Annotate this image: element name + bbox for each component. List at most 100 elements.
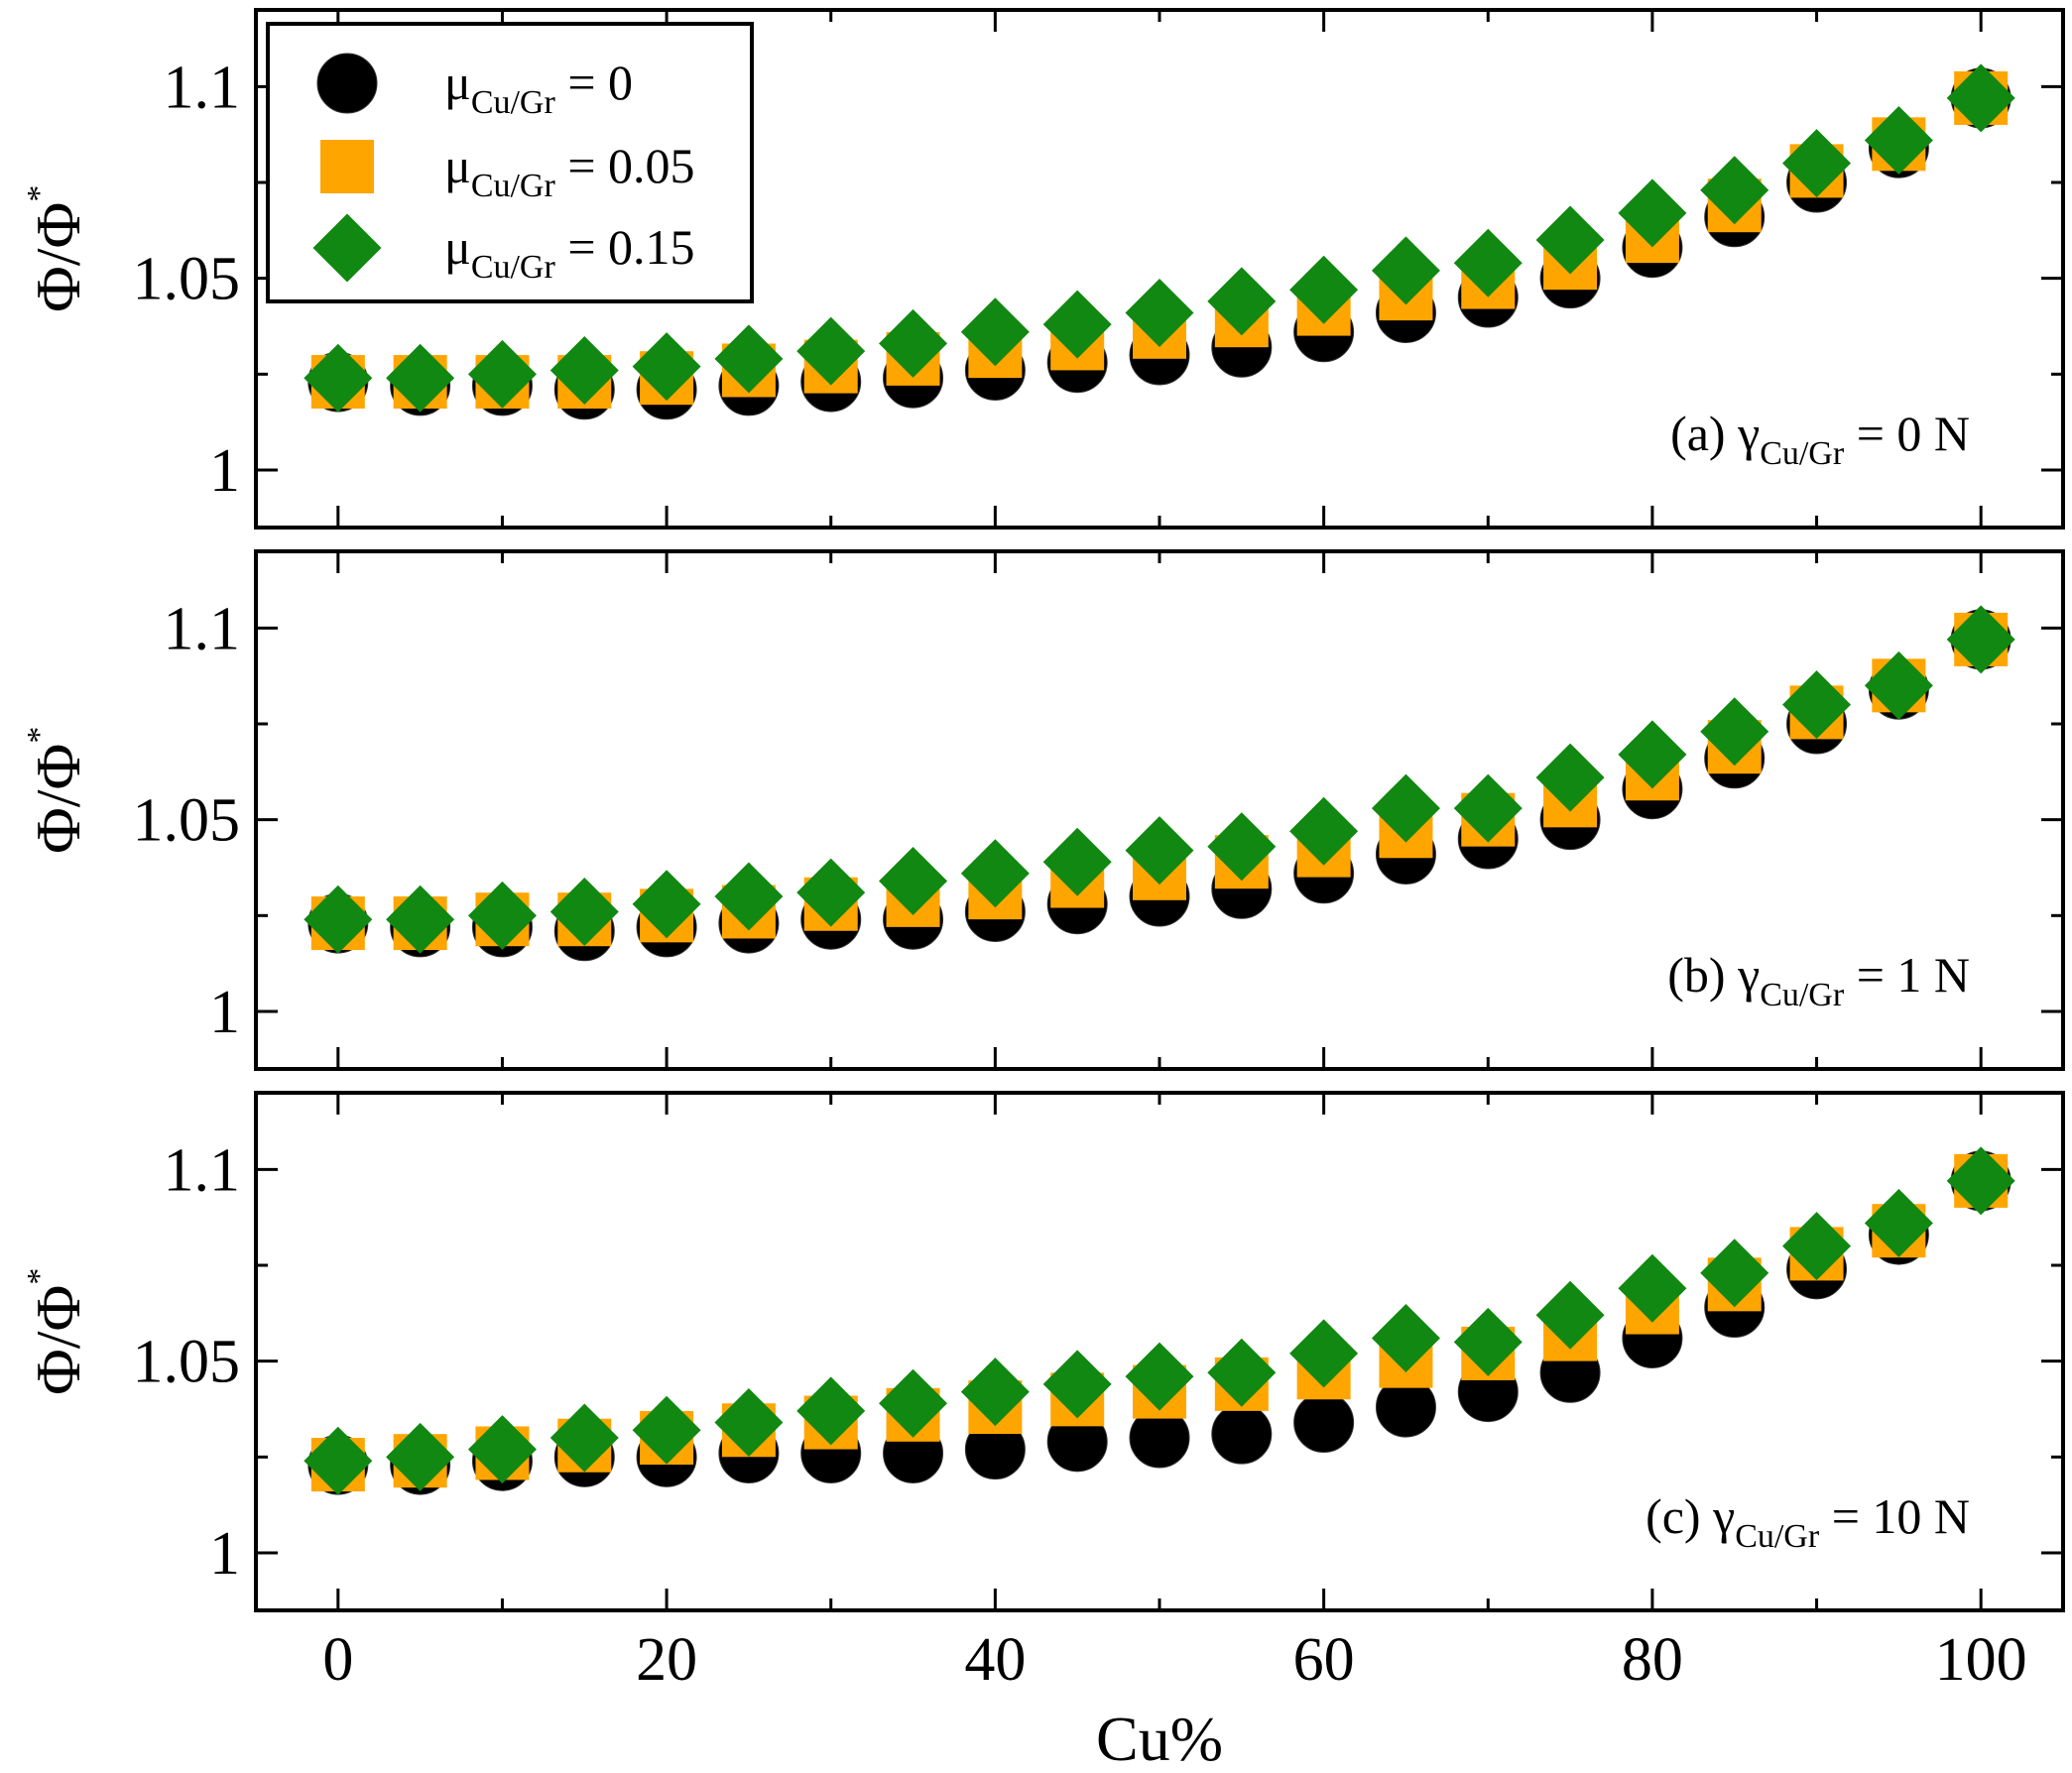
data-point (1864, 650, 1933, 720)
legend-label: μCu/Gr = 0 (444, 55, 633, 121)
annotation-rest: = 0 N (1844, 406, 1970, 461)
legend-item: μCu/Gr = 0.15 (312, 213, 695, 286)
data-point (960, 1358, 1030, 1427)
x-tick-label: 20 (636, 1626, 697, 1694)
data-point (1700, 156, 1769, 225)
data-point (1207, 812, 1277, 882)
y-axis-title-sup: * (21, 727, 58, 744)
data-point (879, 308, 948, 378)
y-tick-label: 1.05 (133, 246, 241, 313)
data-point (1864, 1188, 1933, 1257)
series-diamond (304, 63, 2015, 413)
data-point (1946, 1146, 2015, 1216)
annotation-rest: = 10 N (1819, 1488, 1970, 1544)
data-point (632, 870, 701, 939)
data-point (1946, 63, 2015, 133)
x-tick-label: 60 (1293, 1626, 1355, 1694)
data-point (714, 1388, 784, 1458)
y-tick-label: 1 (209, 979, 240, 1046)
y-axis-title-main: Φ/Φ (23, 202, 93, 312)
data-point (1207, 267, 1277, 336)
data-point (879, 847, 948, 916)
y-axis-title-main: Φ/Φ (23, 1285, 93, 1395)
data-point (386, 885, 455, 954)
annotation-prefix: (a) γ (1670, 406, 1760, 461)
annotation-sub: Cu/Gr (1760, 977, 1845, 1013)
y-tick-label: 1.05 (133, 787, 241, 855)
legend-label-main: μ (444, 55, 471, 110)
data-point (1535, 743, 1605, 812)
x-tick-label: 100 (1935, 1626, 2027, 1694)
data-point (1618, 720, 1687, 789)
data-point (386, 1422, 455, 1491)
annotation-prefix: (c) γ (1645, 1488, 1735, 1544)
data-point (1946, 605, 2015, 674)
panel-3: 1 1.05 1.1 Φ/Φ* (c) γCu/Gr = 10 N (21, 1091, 2065, 1612)
data-point (1289, 1319, 1359, 1388)
annotation-sub: Cu/Gr (1735, 1518, 1820, 1555)
data-point (1125, 1342, 1194, 1411)
panel-annotation: (c) γCu/Gr = 10 N (1645, 1488, 1970, 1555)
annotation-rest: = 1 N (1844, 947, 1970, 1003)
series-diamond (304, 1146, 2015, 1495)
series-diamond (304, 605, 2015, 954)
data-point (549, 877, 619, 946)
y-tick-label: 1.05 (133, 1329, 241, 1396)
legend-label-sub: Cu/Gr (471, 168, 556, 204)
data-point (1535, 205, 1605, 275)
data-point (1371, 236, 1440, 305)
data-point (1864, 105, 1933, 175)
annotation-sub: Cu/Gr (1760, 435, 1845, 472)
legend-label: μCu/Gr = 0.05 (444, 138, 695, 204)
data-point (960, 839, 1030, 908)
x-tick-label: 40 (964, 1626, 1026, 1694)
x-tick-label: 0 (322, 1626, 353, 1694)
legend-marker-circle (316, 53, 378, 114)
data-point (632, 1395, 701, 1465)
data-point (1782, 1212, 1852, 1281)
data-point (1207, 1338, 1277, 1407)
y-axis-title-sup: * (21, 185, 58, 202)
data-point (1535, 1280, 1605, 1350)
data-point (467, 881, 537, 950)
data-point (1782, 129, 1852, 198)
data-point (304, 1426, 373, 1495)
legend-label-rest: = 0.05 (555, 138, 695, 193)
y-tick-label: 1.1 (164, 595, 241, 662)
data-point (467, 339, 537, 409)
x-axis-title: Cu% (1096, 1704, 1223, 1773)
panel-1: 11.051.1Φ/Φ*(a) γCu/Gr = 0 N (21, 8, 2065, 530)
data-point (1453, 773, 1523, 843)
data-point (467, 1415, 537, 1484)
legend-label-main: μ (444, 219, 471, 275)
data-point (304, 885, 373, 954)
y-axis-title: Φ/Φ* (21, 727, 93, 854)
data-point (1371, 773, 1440, 843)
data-point (386, 343, 455, 413)
panel-annotation: (b) γCu/Gr = 1 N (1667, 947, 1970, 1013)
data-point (1700, 697, 1769, 767)
legend-label-main: μ (444, 138, 471, 193)
legend-label-sub: Cu/Gr (471, 249, 556, 286)
y-axis-title-main: Φ/Φ (23, 744, 93, 854)
data-point (1618, 1253, 1687, 1323)
data-point (1211, 1403, 1273, 1465)
data-point (1042, 827, 1112, 896)
legend-item: μCu/Gr = 0 (316, 53, 633, 121)
legend-item: μCu/Gr = 0.05 (320, 138, 695, 204)
y-tick-label: 1 (209, 1520, 240, 1588)
legend-label-sub: Cu/Gr (471, 84, 556, 121)
legend-marker-diamond (312, 213, 382, 283)
data-point (1293, 1392, 1355, 1454)
data-point (1453, 228, 1523, 297)
legend-label-rest: = 0.15 (555, 219, 695, 275)
data-point (1042, 1350, 1112, 1419)
panel-2: 1 1.05 1.1 Φ/Φ* (b) γCu/Gr = 1 N (21, 549, 2065, 1071)
data-point (714, 862, 784, 931)
data-point (1700, 1239, 1769, 1308)
data-point (1371, 1303, 1440, 1372)
legend-label-rest: = 0 (555, 55, 633, 110)
y-tick-label: 1 (209, 437, 240, 505)
